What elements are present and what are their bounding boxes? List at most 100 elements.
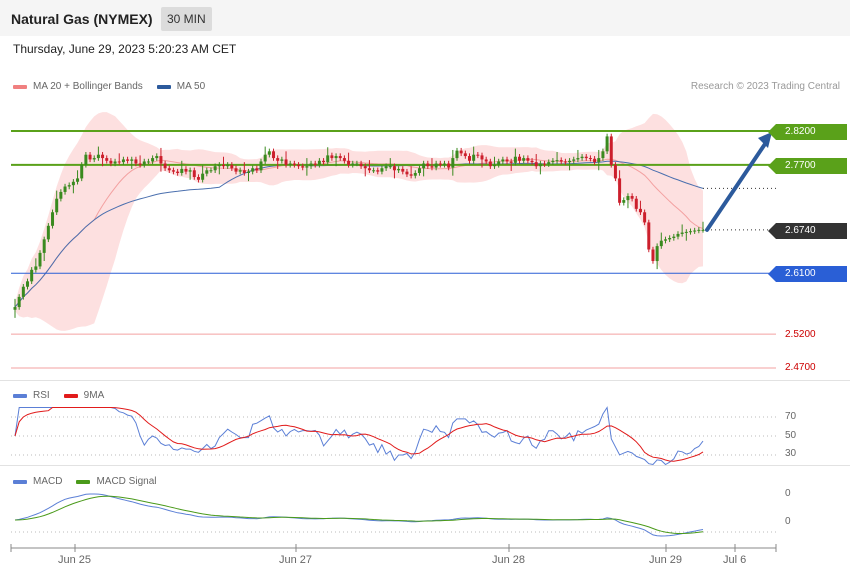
candle-body [113, 161, 117, 164]
candle-body [538, 163, 542, 167]
rsi-tick-30: 30 [785, 448, 797, 459]
legend-9ma-label: 9MA [83, 390, 105, 401]
candle-body [142, 161, 146, 165]
candle-body [568, 160, 572, 163]
candle-body [580, 156, 584, 159]
candle-body [13, 307, 17, 310]
candle-body [338, 156, 342, 159]
candle-body [413, 172, 417, 176]
candle-body [388, 166, 392, 168]
candle-body [684, 231, 688, 233]
candle-body [613, 164, 617, 179]
candle-body [455, 150, 459, 159]
level-tag-last-price: 2.6740 [768, 223, 847, 239]
candle-body [330, 155, 334, 159]
candle-body [21, 286, 25, 297]
candle-body [676, 233, 680, 237]
rsi-swatch [13, 393, 27, 398]
candle-body [201, 173, 205, 180]
instrument-title: Natural Gas (NYMEX) [11, 11, 153, 27]
candle-body [547, 162, 551, 165]
candle-body [305, 166, 309, 168]
candle-body [509, 161, 513, 163]
candle-body [347, 160, 351, 165]
rsi-line [14, 406, 704, 466]
legend-item-macd-signal: MACD Signal [76, 476, 156, 487]
candle-body [588, 158, 592, 160]
candle-body [171, 170, 175, 172]
candle-body [105, 158, 109, 161]
candle-body [146, 161, 150, 163]
candle-body [67, 185, 71, 187]
candle-body [309, 163, 313, 167]
candle-body [630, 196, 634, 199]
candle-body [234, 168, 238, 172]
candle-body [238, 170, 242, 172]
candle-body [605, 136, 609, 152]
level-tag-support: 2.6100 [768, 266, 847, 282]
candle-body [643, 212, 647, 223]
candle-body [138, 163, 142, 165]
candle-body [288, 163, 292, 165]
candle-body [551, 160, 555, 163]
candle-body [647, 222, 651, 250]
candle-body [497, 161, 501, 165]
macd-signal-line [14, 495, 704, 534]
macd-tick-lower: 0 [785, 516, 791, 527]
candle-body [51, 212, 55, 226]
candle-body [505, 159, 509, 162]
ma20-swatch [13, 84, 27, 89]
candle-body [438, 163, 442, 165]
candle-body [688, 231, 692, 233]
candle-body [92, 158, 96, 160]
candle-body [618, 178, 622, 203]
candle-body [367, 168, 371, 171]
candle-body [447, 163, 451, 168]
candle-body [292, 163, 296, 165]
candle-body [205, 170, 209, 174]
timeframe-badge[interactable]: 30 MIN [161, 7, 212, 31]
level-label-target-1: 2.5200 [785, 329, 816, 340]
candle-body [576, 158, 580, 160]
candle-body [80, 164, 84, 179]
candle-body [297, 164, 301, 167]
candle-body [463, 153, 467, 157]
9ma-swatch [63, 393, 78, 398]
candle-body [326, 155, 330, 163]
legend-rsi-label: RSI [33, 390, 50, 401]
forecast-arrow-shaft [705, 139, 769, 232]
macd-panel-divider [0, 465, 850, 466]
level-tag-resistance-1: 2.8200 [768, 124, 847, 140]
candle-body [17, 296, 21, 308]
candle-body [134, 159, 138, 164]
legend-item-ma50: MA 50 [156, 81, 205, 92]
candle-body [217, 164, 221, 167]
candle-body [530, 160, 534, 163]
level-tag-resistance-2: 2.7700 [768, 158, 847, 174]
candle-body [363, 166, 367, 169]
candle-body [276, 158, 280, 161]
candle-body [34, 266, 38, 270]
candle-body [401, 168, 405, 172]
candle-body [693, 230, 697, 232]
candle-body [601, 151, 605, 159]
level-value: 2.6740 [785, 225, 816, 236]
candle-body [76, 178, 80, 182]
candle-body [247, 171, 251, 173]
candle-body [651, 249, 655, 262]
candle-body [46, 225, 50, 240]
legend-macd-label: MACD [33, 476, 63, 487]
candle-body [59, 191, 63, 199]
candle-body [467, 156, 471, 161]
candle-body [63, 186, 67, 192]
candle-body [180, 168, 184, 173]
candle-body [151, 158, 155, 162]
candle-body [176, 171, 180, 173]
candle-body [701, 229, 705, 231]
candle-body [663, 239, 667, 241]
candle-body [130, 159, 134, 161]
candle-body [192, 170, 196, 178]
credit-text: Research © 2023 Trading Central [690, 81, 840, 92]
candle-body [263, 154, 267, 162]
